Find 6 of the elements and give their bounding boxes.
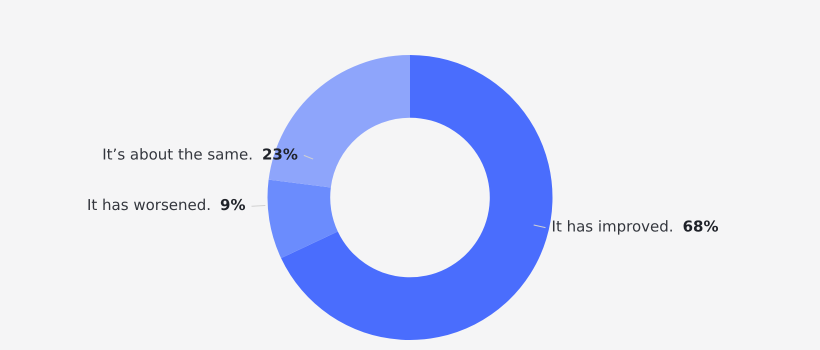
slice-label: It’s about the same. — [102, 145, 253, 164]
data-label: 23% — [262, 145, 298, 164]
data-label: 9% — [220, 196, 246, 214]
slice-label: It has improved. — [552, 217, 674, 236]
slice-label: It has worsened. — [86, 196, 212, 214]
data-label: 68% — [682, 217, 718, 236]
